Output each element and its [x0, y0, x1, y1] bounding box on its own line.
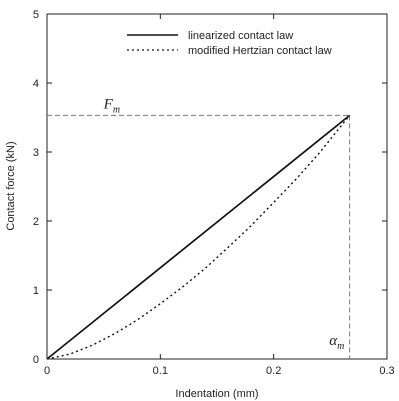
y-tick-label: 0 [33, 354, 39, 366]
x-tick-label: 0 [44, 365, 50, 377]
y-tick-label: 4 [33, 78, 39, 90]
y-axis-title: Contact force (kN) [5, 141, 17, 230]
y-tick-label: 1 [33, 285, 39, 297]
y-tick-label: 3 [33, 147, 39, 159]
series-line-linearized [46, 114, 351, 360]
legend-label-linearized: linearized contact law [188, 30, 293, 42]
series-line-hertzian [46, 114, 351, 360]
x-tick-label: 0.1 [153, 365, 168, 377]
annotation-indent-sub: m [337, 341, 344, 352]
series-layer [46, 114, 351, 360]
legend: linearized contact law modified Hertzian… [127, 30, 332, 57]
x-tick-label: 0.3 [379, 365, 394, 377]
plot-frame [46, 13, 388, 360]
annotation-force-sub: m [113, 105, 120, 116]
annotation-indent-main: α [329, 333, 338, 349]
peak-reference-lines [47, 114, 351, 359]
annotation-force-main: F [103, 97, 114, 113]
x-axis-title: Indentation (mm) [175, 388, 258, 400]
x-tick-label: 0.2 [266, 365, 281, 377]
annotation-force-peak: Fm [103, 97, 120, 116]
y-tick-label: 5 [33, 9, 39, 21]
legend-label-hertzian: modified Hertzian contact law [188, 45, 332, 57]
y-tick-label: 2 [33, 216, 39, 228]
axis-ticks: 0 0.1 0.2 0.3 0 1 2 3 4 5 [33, 9, 395, 377]
annotation-indentation-peak: αm [329, 333, 344, 352]
